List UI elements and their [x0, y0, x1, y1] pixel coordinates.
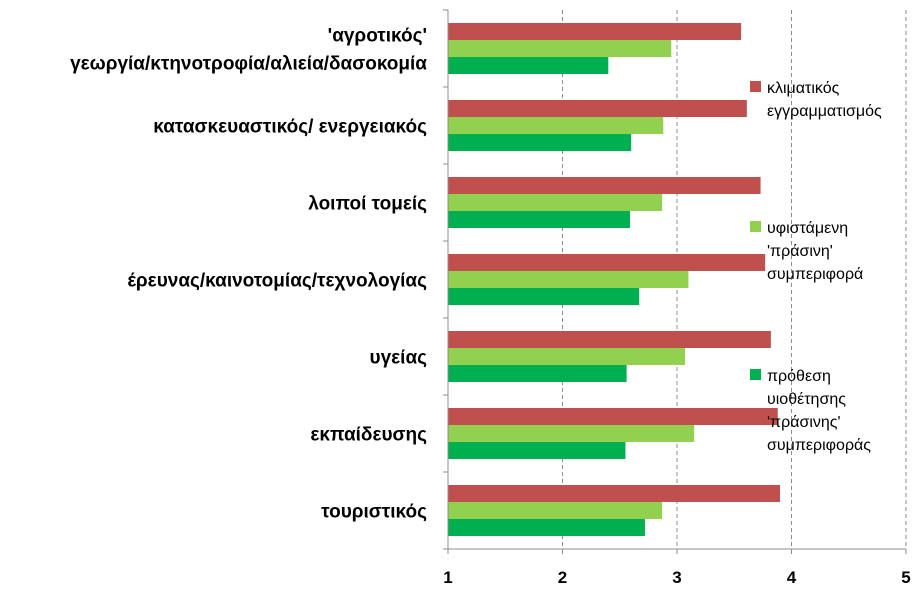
bar — [448, 211, 631, 228]
bar — [448, 408, 778, 425]
legend-label: συμπεριφορά — [767, 266, 863, 283]
bar — [448, 502, 663, 519]
x-tick-label: 5 — [901, 568, 910, 587]
category-label: εκπαίδευσης — [310, 425, 427, 446]
legend-label: πρόθεση — [767, 368, 831, 385]
category-label: υγείας — [370, 348, 428, 369]
legend-label: υιοθέτησης — [767, 391, 846, 408]
x-tick-label: 2 — [558, 568, 567, 587]
bar — [448, 288, 640, 305]
bar — [448, 23, 742, 40]
axis — [443, 9, 907, 554]
bar — [448, 442, 626, 459]
legend-label: 'πράσινης' — [767, 414, 841, 431]
legend-label: εγγραμματισμός — [767, 103, 882, 120]
bar — [448, 254, 766, 271]
legend-label: υφιστάμενη — [767, 220, 848, 237]
bar — [448, 134, 632, 151]
category-labels: 'αγροτικός' γεωργία/κτηνοτροφία/αλιεία/δα… — [70, 26, 427, 523]
category-label: τουριστικός — [321, 502, 427, 523]
bar — [448, 177, 761, 194]
bar — [448, 519, 645, 536]
bar — [448, 117, 664, 134]
category-label: 'αγροτικός' — [328, 26, 427, 47]
x-tick-label: 1 — [443, 568, 452, 587]
bar — [448, 365, 627, 382]
bar — [448, 331, 771, 348]
legend-swatch — [750, 81, 761, 92]
bar — [448, 271, 689, 288]
x-tick-labels: 1 2 3 4 5 — [443, 568, 910, 587]
legend: κλιματικός εγγραμματισμός υφιστάμενη 'πράσι… — [750, 80, 882, 454]
legend-label: συμπεριφοράς — [767, 437, 871, 454]
bar — [448, 57, 609, 74]
x-tick-label: 4 — [787, 568, 797, 587]
bars — [448, 23, 781, 536]
bar — [448, 40, 672, 57]
x-tick-label: 3 — [672, 568, 681, 587]
category-label: έρευνας/καινοτομίας/τεχνολογίας — [127, 271, 427, 292]
legend-label: κλιματικός — [767, 80, 840, 97]
legend-swatch — [750, 369, 761, 380]
bar — [448, 348, 686, 365]
category-label: γεωργία/κτηνοτροφία/αλιεία/δασοκομία — [70, 54, 427, 75]
bar — [448, 194, 663, 211]
category-label: κατασκευαστικός/ ενεργειακός — [153, 117, 427, 138]
bar — [448, 485, 781, 502]
legend-label: 'πράσινη' — [767, 243, 833, 260]
bar — [448, 100, 747, 117]
category-label: λοιποί τομείς — [308, 194, 427, 215]
bar — [448, 425, 695, 442]
legend-swatch — [750, 221, 761, 232]
